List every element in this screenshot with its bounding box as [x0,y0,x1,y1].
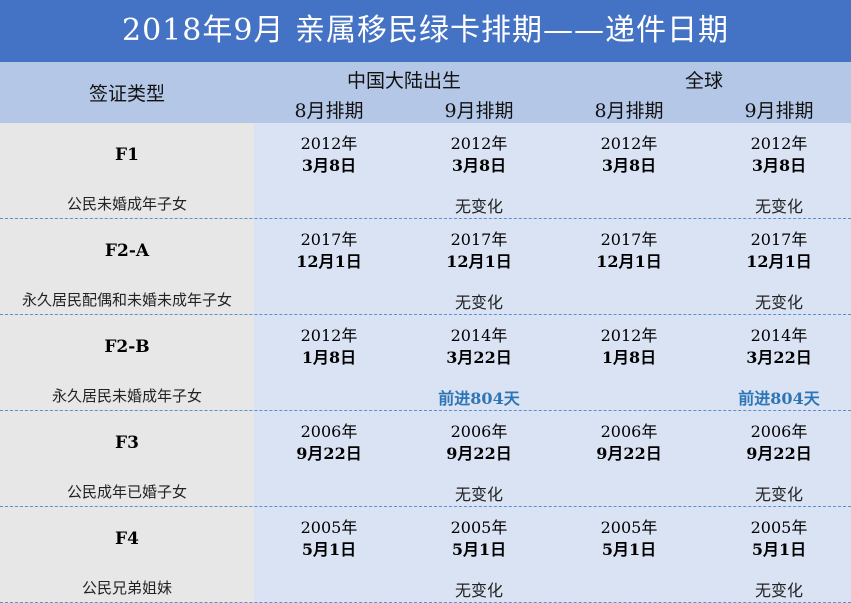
change-world: 无变化 [754,581,803,600]
header-china-aug: 8月排期 [294,100,364,122]
date-day: 5月1日 [751,540,807,559]
date-year: 2017年 [450,230,508,249]
visa-type-cell [0,315,254,410]
date-day: 5月1日 [601,540,657,559]
date-cell: 2005年 5月1日 [254,517,404,561]
visa-description: 公民成年已婚子女 [66,483,187,501]
date-cell: 2005年 5月1日 [554,517,704,561]
header-china-sep: 9月排期 [444,100,514,122]
date-cell: 2006年 9月22日 [404,421,554,465]
date-cell: 2012年 1月8日 [254,325,404,369]
date-day: 3月22日 [446,348,512,367]
header-visa-type: 签证类型 [88,83,165,105]
date-year: 2006年 [750,422,808,441]
visa-description: 永久居民未婚成年子女 [51,387,202,405]
date-year: 2006年 [300,422,358,441]
visa-type-cell [0,219,254,314]
visa-description: 公民兄弟姐妹 [81,579,172,597]
date-cell: 2012年 3月8日 [554,133,704,177]
date-day: 3月8日 [751,156,807,175]
date-day: 9月22日 [296,444,362,463]
date-year: 2012年 [600,326,658,345]
date-cell: 2017年 12月1日 [254,229,404,273]
date-day: 3月8日 [301,156,357,175]
date-year: 2005年 [300,518,358,537]
date-year: 2014年 [750,326,808,345]
header-china: 中国大陆出生 [346,70,461,92]
change-china: 前进804天 [438,389,520,408]
date-cell: 2012年 3月8日 [704,133,851,177]
date-cell: 2014年 3月22日 [404,325,554,369]
date-year: 2012年 [300,134,358,153]
date-day: 1月8日 [601,348,657,367]
date-cell: 2017年 12月1日 [554,229,704,273]
table-row: F3 公民成年已婚子女 2006年 9月22日 2006年 9月22日 2006年 9月22… [0,411,851,507]
date-year: 2012年 [450,134,508,153]
table-row: F2-B 永久居民未婚成年子女 2012年 1月8日 2014年 3月22日 2012年 1… [0,315,851,411]
change-china: 无变化 [454,485,503,504]
date-year: 2005年 [600,518,658,537]
visa-description: 公民未婚成年子女 [66,195,187,213]
table-row: F1 公民未婚成年子女 2012年 3月8日 2012年 3月8日 2012年 3月8日 20… [0,123,851,219]
date-year: 2017年 [300,230,358,249]
date-cell: 2012年 1月8日 [554,325,704,369]
visa-type: F3 [115,433,139,453]
date-year: 2012年 [750,134,808,153]
date-day: 12月1日 [296,252,362,271]
visa-type: F4 [115,529,139,549]
date-day: 3月8日 [601,156,657,175]
visa-type: F2-A [104,241,150,261]
date-day: 3月8日 [451,156,507,175]
visa-type-cell [0,411,254,506]
change-china: 无变化 [454,197,503,216]
date-year: 2006年 [450,422,508,441]
date-cell: 2005年 5月1日 [704,517,851,561]
visa-type-cell [0,123,254,218]
change-china: 无变化 [454,581,503,600]
header-world-aug: 8月排期 [594,100,664,122]
date-day: 1月8日 [301,348,357,367]
table-row: F2-A 永久居民配偶和未婚未成年子女 2017年 12月1日 2017年 12月1日 2… [0,219,851,315]
date-year: 2005年 [750,518,808,537]
visa-description: 永久居民配偶和未婚未成年子女 [21,291,232,309]
date-cell: 2012年 3月8日 [404,133,554,177]
visa-type-cell [0,507,254,602]
date-cell: 2006年 9月22日 [704,421,851,465]
date-day: 5月1日 [451,540,507,559]
date-cell: 2014年 3月22日 [704,325,851,369]
date-year: 2012年 [600,134,658,153]
date-cell: 2006年 9月22日 [554,421,704,465]
visa-type: F1 [115,145,139,165]
date-cell: 2017年 12月1日 [704,229,851,273]
change-world: 无变化 [754,485,803,504]
date-year: 2006年 [600,422,658,441]
date-day: 9月22日 [596,444,662,463]
date-year: 2012年 [300,326,358,345]
change-world: 前进804天 [738,389,820,408]
date-day: 9月22日 [446,444,512,463]
date-day: 3月22日 [746,348,812,367]
change-world: 无变化 [754,197,803,216]
date-day: 12月1日 [446,252,512,271]
date-cell: 2017年 12月1日 [404,229,554,273]
table-row: F4 公民兄弟姐妹 2005年 5月1日 2005年 5月1日 2005年 5月1日 2005… [0,507,851,603]
date-year: 2014年 [450,326,508,345]
date-year: 2005年 [450,518,508,537]
header-world: 全球 [684,70,723,92]
date-year: 2017年 [750,230,808,249]
date-cell: 2006年 9月22日 [254,421,404,465]
date-cell: 2005年 5月1日 [404,517,554,561]
change-world: 无变化 [754,293,803,312]
date-year: 2017年 [600,230,658,249]
date-day: 12月1日 [746,252,812,271]
visa-type: F2-B [104,337,150,357]
table-header: 签证类型 中国大陆出生 全球 8月排期 9月排期 8月排期 9月排期 [0,62,851,123]
date-day: 12月1日 [596,252,662,271]
change-china: 无变化 [454,293,503,312]
page-title: 2018年9月 亲属移民绿卡排期——递件日期 [0,0,851,62]
date-cell: 2012年 3月8日 [254,133,404,177]
header-world-sep: 9月排期 [744,100,814,122]
date-day: 5月1日 [301,540,357,559]
date-day: 9月22日 [746,444,812,463]
